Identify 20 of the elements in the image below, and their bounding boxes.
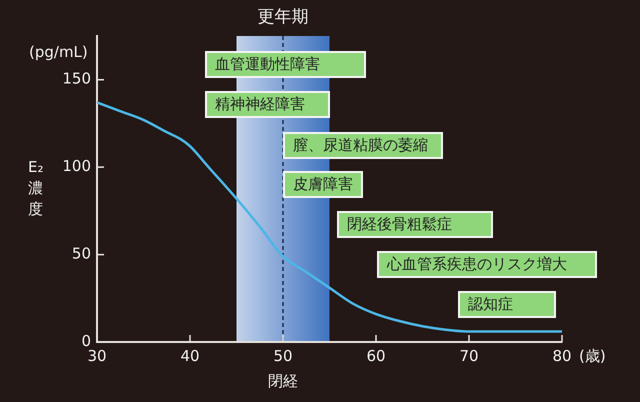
x-tick-label: 50 (273, 346, 293, 365)
y-tick-label: 100 (62, 157, 91, 176)
x-tick-label: 70 (459, 346, 479, 365)
ref-line-label: 閉経 (268, 372, 298, 390)
text: (pg/mL) (29, 43, 88, 61)
annotation: 認知症 (468, 295, 513, 313)
band-label: 更年期 (258, 7, 308, 27)
x-axis-title: (歳) (579, 347, 606, 365)
x-tick-label: 60 (366, 346, 386, 365)
annotation: 血管運動性障害 (215, 55, 320, 73)
y-tick-label: 50 (72, 244, 91, 262)
x-tick-label: 40 (180, 346, 200, 365)
y-axis-title: E₂濃度 (28, 157, 44, 220)
annotation: 精神神経障害 (215, 95, 305, 113)
y-tick-label: 150 (62, 70, 91, 88)
annotation: 閉経後骨粗鬆症 (347, 215, 452, 233)
annotation: 膣、尿道粘膜の萎縮 (293, 136, 428, 154)
annotation: 皮膚障害 (293, 175, 353, 193)
annotation: 心血管系疾患のリスク増大 (387, 255, 567, 273)
x-tick-label: 80 (552, 346, 572, 365)
